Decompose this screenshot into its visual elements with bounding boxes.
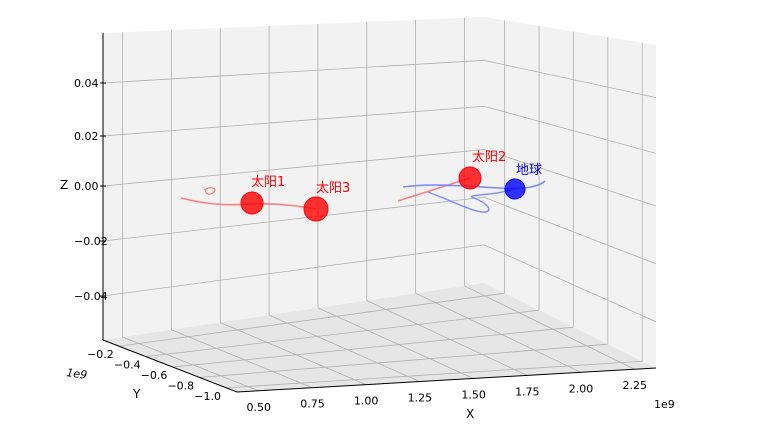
x-tick-label: 2.00 xyxy=(569,382,594,395)
z-grid-right xyxy=(483,244,657,323)
z-grid-right xyxy=(483,59,657,98)
body-label: 太阳1 xyxy=(251,175,285,190)
x-grid-floor xyxy=(464,285,635,370)
z-grid-back xyxy=(102,149,485,187)
body-label: 地球 xyxy=(516,163,542,178)
z-grid-back xyxy=(102,59,485,84)
z-grid-back xyxy=(102,105,485,137)
x-grid-floor xyxy=(220,322,367,385)
x-offset-label: 1e9 xyxy=(654,398,675,411)
z-tick-label: 0.04 xyxy=(74,77,99,90)
x-grid-floor xyxy=(268,314,420,382)
body-label: 太阳2 xyxy=(472,150,506,165)
y-offset-label: 1e9 xyxy=(66,366,88,382)
z-grid-right xyxy=(483,105,657,154)
y-tick-label: −0.2 xyxy=(87,348,114,361)
z-grid-back xyxy=(102,196,485,242)
z-axis-label: Z xyxy=(60,178,68,192)
x-tick-label: 1.50 xyxy=(461,388,486,401)
sun1-loop xyxy=(203,187,216,195)
z-tick-label: −0.02 xyxy=(74,235,108,248)
body-marker xyxy=(504,178,526,200)
x-grid-floor xyxy=(171,329,313,389)
z-tick-label: 0.02 xyxy=(74,130,99,143)
y-grid-floor xyxy=(172,326,574,368)
y-tick-label: −0.4 xyxy=(114,359,141,372)
x-tick-label: 0.75 xyxy=(300,398,325,411)
y-grid-floor xyxy=(199,343,608,378)
x-grid-floor xyxy=(415,292,581,373)
bodies: 太阳1 太阳3 太阳2 地球 xyxy=(240,150,542,222)
z-tick-label: −0.04 xyxy=(74,290,108,303)
y-grid-floor xyxy=(145,309,540,358)
y-tick-label: −0.6 xyxy=(141,369,168,382)
x-grid-floor xyxy=(122,336,259,392)
z-grid-right xyxy=(483,149,657,207)
body-label: 太阳3 xyxy=(316,181,350,196)
x-axis-line xyxy=(236,367,657,393)
y-axis-label: Y xyxy=(132,387,141,401)
grid-lines xyxy=(102,17,657,392)
x-tick-label: 1.00 xyxy=(354,395,379,408)
back-wall-pane xyxy=(103,17,484,340)
y-grid-floor xyxy=(226,360,643,389)
x-tick-label: 1.25 xyxy=(408,392,433,405)
body-marker xyxy=(458,166,482,190)
y-axis-line xyxy=(102,339,238,393)
x-grid-floor xyxy=(317,307,474,379)
x-tick-label: 1.75 xyxy=(515,385,540,398)
y-grid-floor xyxy=(119,292,505,347)
z-grid-back xyxy=(102,244,485,297)
z-tick-label: 0.00 xyxy=(74,180,99,193)
body-marker xyxy=(303,196,329,222)
axes xyxy=(100,33,657,393)
x-axis-label: X xyxy=(466,407,474,421)
earth-trajectory-a xyxy=(402,180,546,190)
x-grid-floor xyxy=(366,300,528,376)
tick-labels: 0.50 0.75 1.00 1.25 1.50 1.75 2.00 2.25 −0.2−0.4… xyxy=(74,77,647,414)
y-tick-label: −1.0 xyxy=(194,390,221,403)
right-wall-pane xyxy=(484,17,656,368)
floor-pane xyxy=(103,283,656,392)
y-tick-label: −0.8 xyxy=(167,379,194,392)
x-tick-label: 0.50 xyxy=(246,401,271,414)
x-tick-label: 2.25 xyxy=(623,379,648,392)
body-marker xyxy=(240,191,264,215)
earth-trajectory-b xyxy=(427,187,516,213)
z-grid-right xyxy=(483,196,657,265)
